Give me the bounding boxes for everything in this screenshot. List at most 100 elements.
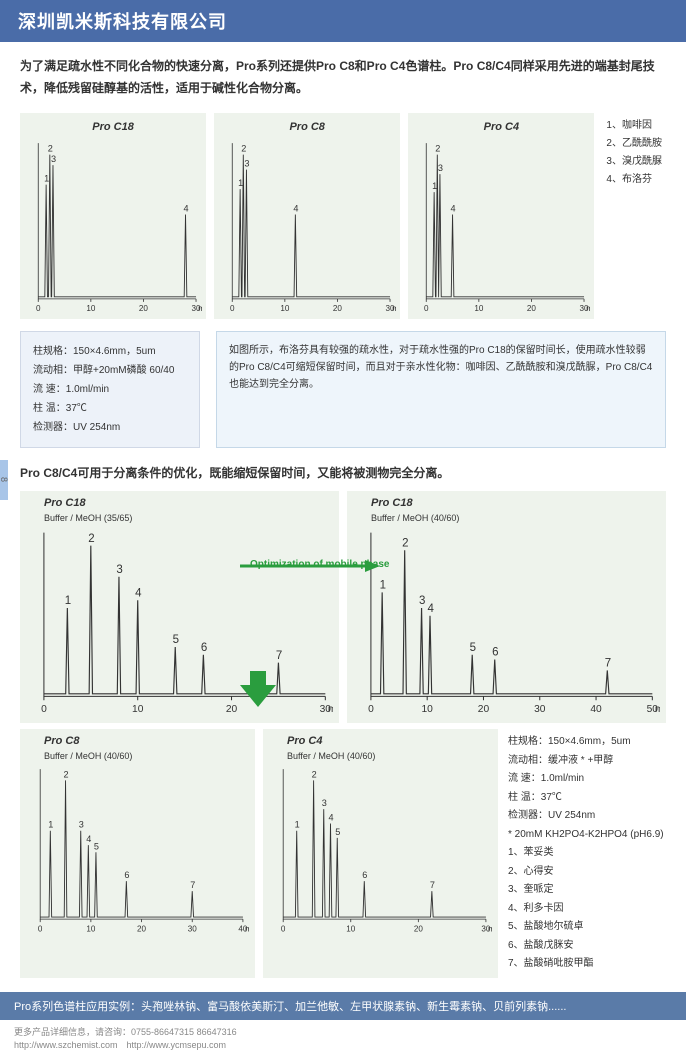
svg-text:2: 2 — [48, 144, 53, 154]
svg-text:4: 4 — [183, 204, 188, 214]
svg-text:1: 1 — [65, 596, 71, 608]
optimization-block: Optimization of mobile phase Pro C18 Buf… — [20, 491, 666, 977]
svg-text:min: min — [245, 924, 249, 933]
svg-text:5: 5 — [470, 642, 476, 654]
bottom-charts-row: Pro C8 Buffer / MeOH (40/60) 12345670102… — [20, 729, 666, 978]
svg-text:3: 3 — [79, 820, 84, 830]
chart-title: Pro C8 — [218, 121, 396, 133]
svg-text:0: 0 — [41, 704, 47, 715]
param-line: 7、盐酸硝吡胺甲酯 — [508, 955, 664, 974]
svg-text:5: 5 — [173, 635, 179, 647]
svg-text:20: 20 — [414, 924, 424, 933]
svg-text:min: min — [488, 924, 492, 933]
svg-text:2: 2 — [402, 538, 408, 550]
intro-text: 为了满足疏水性不同化合物的快速分离，Pro系列还提供Pro C8和Pro C4色… — [20, 56, 666, 99]
main-content: 为了满足疏水性不同化合物的快速分离，Pro系列还提供Pro C8和Pro C4色… — [0, 42, 686, 992]
chromatogram-panel: Pro C18 Buffer / MeOH (35/65) 1234567010… — [20, 491, 339, 723]
params-box-2: 柱规格：150×4.6mm，5um流动相：缓冲液 * +甲醇流 速：1.0ml/… — [506, 729, 666, 978]
svg-text:2: 2 — [64, 769, 69, 779]
svg-text:2: 2 — [312, 769, 317, 779]
chromatogram-svg: 1234567010203040min — [26, 763, 249, 935]
footer-url: http://www.szchemist.com http://www.ycms… — [14, 1039, 672, 1053]
chromatogram-svg: 12340102030min — [24, 137, 202, 315]
chart-title: Pro C18 — [371, 497, 660, 509]
svg-text:2: 2 — [436, 144, 441, 154]
svg-text:0: 0 — [38, 924, 43, 933]
svg-text:5: 5 — [335, 827, 340, 837]
svg-text:4: 4 — [328, 813, 333, 823]
svg-text:1: 1 — [432, 181, 437, 191]
svg-text:3: 3 — [438, 163, 443, 173]
param-line: 柱 温：37℃ — [508, 789, 664, 808]
svg-text:5: 5 — [94, 841, 99, 851]
chart-title: Pro C18 — [44, 497, 333, 509]
param-line: 1、苯妥类 — [508, 844, 664, 863]
legend-item: 1、咖啡因 — [606, 117, 662, 135]
opt-charts-row: Pro C18 Buffer / MeOH (35/65) 1234567010… — [20, 491, 666, 723]
interpretation-note: 如图所示，布洛芬具有较强的疏水性，对于疏水性强的Pro C18的保留时间长，使用… — [216, 331, 666, 448]
svg-text:30: 30 — [534, 704, 546, 715]
svg-text:20: 20 — [226, 704, 238, 715]
chart-title: Pro C4 — [287, 735, 492, 747]
param-line: 4、利多卡因 — [508, 900, 664, 919]
param-line: * 20mM KH2PO4-K2HPO4 (pH6.9) — [508, 826, 664, 845]
chromatogram-svg: 12345670102030min — [269, 763, 492, 935]
svg-text:4: 4 — [135, 588, 142, 600]
section2-title: Pro C8/C4可用于分离条件的优化，既能缩短保留时间，又能将被测物完全分离。 — [20, 464, 666, 481]
svg-text:10: 10 — [280, 304, 290, 313]
svg-text:3: 3 — [116, 564, 122, 576]
svg-text:7: 7 — [430, 880, 435, 890]
svg-text:6: 6 — [362, 870, 367, 880]
svg-text:7: 7 — [276, 650, 282, 662]
svg-text:20: 20 — [333, 304, 343, 313]
param-line: 流动相：缓冲液 * +甲醇 — [508, 752, 664, 771]
down-arrow-icon — [240, 671, 276, 707]
page-tab: 8 — [0, 460, 8, 500]
param-line: 柱规格：150×4.6mm，5um — [33, 342, 187, 361]
svg-text:min: min — [655, 704, 660, 715]
param-line: 6、盐酸戊脒安 — [508, 937, 664, 956]
svg-text:min: min — [328, 704, 333, 715]
param-line: 5、盐酸地尔硫卓 — [508, 918, 664, 937]
svg-text:40: 40 — [590, 704, 602, 715]
chromatogram-svg: 12340102030min — [218, 137, 396, 315]
peak-legend: 1、咖啡因2、乙酰酰胺3、溴戊酰脲4、布洛芬 — [602, 113, 666, 319]
svg-text:min: min — [198, 304, 202, 313]
svg-text:0: 0 — [368, 704, 374, 715]
svg-text:4: 4 — [86, 834, 91, 844]
chart-title: Pro C8 — [44, 735, 249, 747]
svg-text:7: 7 — [605, 658, 611, 670]
svg-text:1: 1 — [295, 820, 300, 830]
company-header: 深圳凯米斯科技有限公司 — [0, 0, 686, 42]
svg-text:2: 2 — [88, 533, 94, 545]
svg-text:10: 10 — [86, 924, 96, 933]
svg-text:3: 3 — [322, 798, 327, 808]
optimization-label: Optimization of mobile phase — [250, 559, 389, 570]
legend-item: 3、溴戊酰脲 — [606, 153, 662, 171]
svg-text:1: 1 — [380, 580, 386, 592]
chart-subtitle: Buffer / MeOH (40/60) — [44, 751, 249, 761]
svg-text:4: 4 — [427, 603, 434, 615]
svg-text:10: 10 — [132, 704, 144, 715]
svg-text:3: 3 — [419, 596, 425, 608]
svg-text:min: min — [392, 304, 396, 313]
svg-text:3: 3 — [245, 159, 250, 169]
svg-text:10: 10 — [346, 924, 356, 933]
svg-text:4: 4 — [293, 204, 298, 214]
svg-text:20: 20 — [137, 924, 147, 933]
chromatogram-svg: 123456701020304050min — [353, 525, 660, 717]
param-line: 2、心得安 — [508, 863, 664, 882]
svg-text:6: 6 — [201, 642, 207, 654]
chart-subtitle: Buffer / MeOH (40/60) — [371, 513, 660, 523]
param-line: 柱规格：150×4.6mm，5um — [508, 733, 664, 752]
svg-text:10: 10 — [422, 704, 434, 715]
svg-text:4: 4 — [451, 204, 456, 214]
chromatogram-panel: Pro C4 12340102030min — [408, 113, 594, 319]
svg-text:6: 6 — [124, 870, 129, 880]
svg-text:7: 7 — [190, 880, 195, 890]
svg-text:2: 2 — [241, 144, 246, 154]
chromatogram-panel: Pro C4 Buffer / MeOH (40/60) 12345670102… — [263, 729, 498, 978]
chart-title: Pro C18 — [24, 121, 202, 133]
svg-text:0: 0 — [424, 304, 429, 313]
svg-text:10: 10 — [475, 304, 485, 313]
